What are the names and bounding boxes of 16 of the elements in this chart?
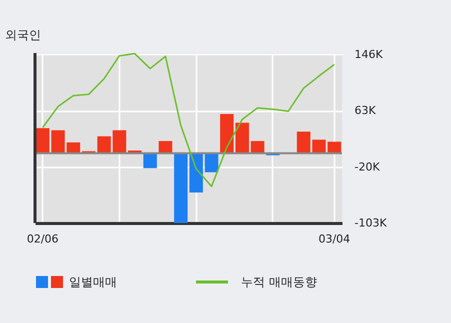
legend-label: 일별매매 bbox=[69, 275, 117, 289]
x-tick-label: 02/06 bbox=[26, 232, 59, 246]
y-tick-label: -20K bbox=[354, 160, 380, 174]
bar bbox=[36, 128, 50, 154]
y-tick-label: 63K bbox=[354, 104, 376, 118]
bar bbox=[204, 153, 218, 172]
chart-title: 외국인 bbox=[5, 28, 41, 42]
x-tick-label: 03/04 bbox=[318, 232, 350, 246]
line-series bbox=[42, 52, 336, 188]
bar bbox=[220, 114, 234, 154]
bar bbox=[174, 153, 188, 223]
bar bbox=[235, 122, 249, 154]
y-tick-label: 146K bbox=[354, 48, 384, 61]
y-tick-label: -103K bbox=[354, 216, 388, 230]
bar bbox=[143, 153, 157, 168]
legend-label: 누적 매매동향 bbox=[241, 275, 317, 289]
